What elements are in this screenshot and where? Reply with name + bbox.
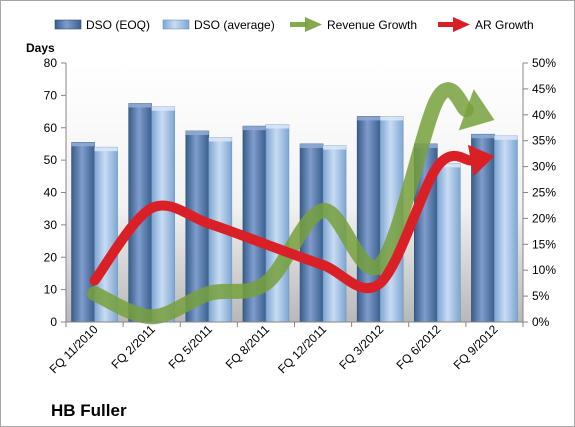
legend-arrow-head-ar — [453, 17, 470, 32]
y2-tick-label: 45% — [532, 82, 556, 96]
y-axis-title: Days — [26, 41, 55, 55]
bar-top-bevel — [151, 106, 175, 111]
legend-arrow-head-revenue — [305, 17, 322, 32]
legend-item-dso-eoq: DSO (EOQ) — [54, 18, 150, 32]
bar-top-bevel — [300, 143, 324, 148]
y-tick-label: 50 — [44, 153, 58, 167]
bar-body — [437, 163, 461, 323]
x-tick-label: FQ 12/2011 — [275, 322, 329, 376]
series-line — [87, 82, 474, 325]
bar-dso-average — [494, 135, 518, 323]
bar-top-bevel — [208, 137, 232, 142]
x-tick-label: FQ 5/2011 — [166, 322, 216, 372]
y2-tick-label: 0% — [532, 315, 550, 329]
bar-top-bevel — [128, 103, 152, 108]
y-tick-label: 70 — [44, 88, 58, 102]
x-tick-label: FQ 9/2012 — [451, 322, 501, 372]
bar-top-bevel — [357, 116, 381, 121]
y-tick-label: 20 — [44, 250, 58, 264]
bar-top-bevel — [94, 147, 118, 152]
legend-item-dso-average: DSO (average) — [162, 18, 275, 32]
y2-tick-label: 30% — [532, 160, 556, 174]
bar-top-bevel — [185, 130, 209, 135]
legend-label-dso-average: DSO (average) — [194, 18, 275, 32]
legend-label-revenue-growth: Revenue Growth — [327, 18, 417, 32]
chart-title: HB Fuller — [51, 401, 127, 420]
legend-swatch-dso-average — [162, 19, 190, 30]
x-tick-label: FQ 8/2011 — [223, 322, 273, 372]
y2-tick-label: 5% — [532, 289, 550, 303]
y-tick-label: 40 — [44, 186, 58, 200]
line-ar-growth — [89, 144, 495, 294]
bar-dso-average — [151, 106, 175, 323]
legend-item-revenue-growth: Revenue Growth — [290, 17, 417, 32]
bar-top-bevel — [242, 126, 266, 131]
bar-body — [494, 135, 518, 323]
y-ticks-right: 0% 5% 10% 15% 20% 25% 30% 35% 40% 45% 50% — [523, 56, 556, 329]
x-tick-label: FQ 11/2010 — [47, 322, 101, 376]
bar-body — [151, 106, 175, 323]
y-tick-label: 60 — [44, 121, 58, 135]
y2-tick-label: 15% — [532, 237, 556, 251]
bar-top-bevel — [323, 145, 347, 150]
x-tick-label: FQ 3/2012 — [336, 322, 386, 372]
y-tick-label: 0 — [50, 315, 57, 329]
bar-top-bevel — [471, 134, 495, 139]
series-arrow-head — [467, 144, 495, 177]
x-tick-label: FQ 2/2011 — [108, 322, 158, 372]
bar-dso-average — [265, 124, 290, 323]
legend-swatch-dso-eoq — [54, 19, 82, 30]
y2-tick-label: 35% — [532, 134, 556, 148]
x-tick-label: FQ 6/2012 — [393, 322, 443, 372]
y2-tick-label: 50% — [532, 56, 556, 70]
y-tick-label: 80 — [44, 56, 58, 70]
series-arrow-head — [458, 89, 495, 131]
y-tick-label: 10 — [44, 283, 58, 297]
bar-top-bevel — [494, 135, 518, 140]
bar-dso-average — [437, 163, 461, 323]
line-revenue-growth — [87, 82, 495, 325]
y2-tick-label: 10% — [532, 263, 556, 277]
bar-top-bevel — [380, 116, 404, 121]
bar-top-bevel — [71, 142, 95, 147]
bar-body — [265, 124, 290, 323]
y2-tick-label: 40% — [532, 108, 556, 122]
lines-layer — [87, 82, 495, 325]
legend-label-dso-eoq: DSO (EOQ) — [86, 18, 150, 32]
y-ticks-left: 0 10 20 30 40 50 60 70 80 — [44, 56, 66, 329]
bar-top-bevel — [265, 124, 289, 129]
y2-tick-label: 20% — [532, 211, 556, 225]
bar-top-bevel — [437, 163, 461, 168]
x-ticks: FQ 11/2010 FQ 2/2011 FQ 5/2011 FQ 8/2011 FQ … — [47, 322, 524, 376]
legend: DSO (EOQ) DSO (average) Revenue Growth A… — [54, 17, 534, 32]
legend-item-ar-growth: AR Growth — [438, 17, 534, 32]
series-line — [89, 150, 476, 294]
legend-label-ar-growth: AR Growth — [475, 18, 534, 32]
y-tick-label: 30 — [44, 218, 58, 232]
y2-tick-label: 25% — [532, 186, 556, 200]
